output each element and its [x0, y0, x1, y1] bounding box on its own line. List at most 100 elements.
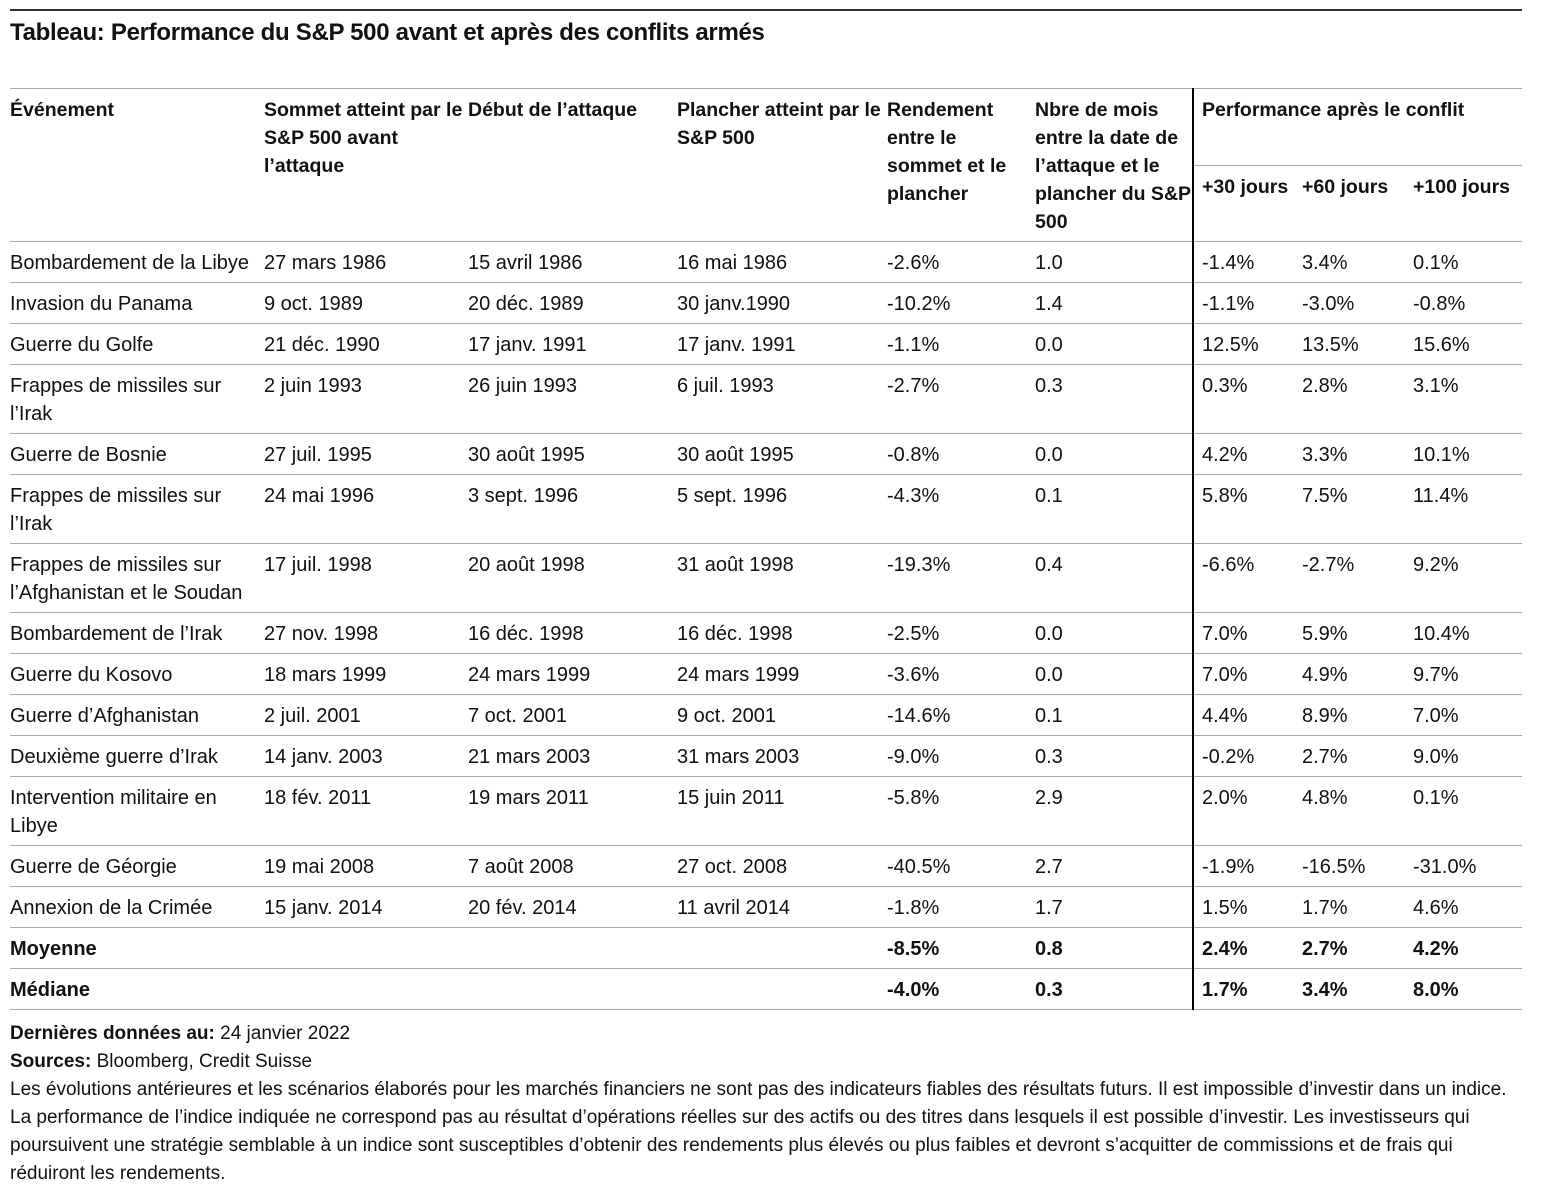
cell: -4.0% — [887, 968, 1035, 1010]
cell: 0.1% — [1413, 776, 1522, 846]
cell: 18 mars 1999 — [264, 653, 468, 695]
date-line: Dernières données au: 24 janvier 2022 — [10, 1020, 1525, 1048]
cell: Guerre de Bosnie — [10, 433, 264, 475]
date-label: Dernières données au: — [10, 1023, 215, 1044]
cell: 11.4% — [1413, 474, 1522, 544]
footer: Dernières données au: 24 janvier 2022 So… — [10, 1020, 1525, 1188]
cell: 2.7 — [1035, 845, 1193, 887]
cell: 0.3% — [1192, 364, 1302, 434]
column-header: Événement — [10, 88, 264, 242]
cell: 15 juin 2011 — [677, 776, 887, 846]
column-header: Début de l’attaque — [468, 88, 677, 242]
cell: 18 fév. 2011 — [264, 776, 468, 846]
cell: 2.0% — [1192, 776, 1302, 846]
table-row: Guerre du Golfe 21 déc. 1990 17 janv. 1991… — [10, 323, 1522, 365]
cell: 9 oct. 1989 — [264, 282, 468, 324]
column-header: Sommet atteint par le S&P 500 avant l’at… — [264, 88, 468, 242]
cell: 2 juin 1993 — [264, 364, 468, 434]
cell: 19 mai 2008 — [264, 845, 468, 887]
cell: -0.8% — [887, 433, 1035, 475]
cell: 17 juil. 1998 — [264, 543, 468, 613]
cell: 4.4% — [1192, 694, 1302, 736]
cell: 11 avril 2014 — [677, 886, 887, 928]
cell: 20 déc. 1989 — [468, 282, 677, 324]
cell: 10.1% — [1413, 433, 1522, 475]
table: Événement Sommet atteint par le S&P 500 a… — [10, 88, 1522, 1010]
cell: -0.8% — [1413, 282, 1522, 324]
cell: 4.6% — [1413, 886, 1522, 928]
cell: 7.0% — [1192, 653, 1302, 695]
cell: 5.9% — [1302, 612, 1413, 654]
cell: 10.4% — [1413, 612, 1522, 654]
cell: 7.5% — [1302, 474, 1413, 544]
table-row: Frappes de missiles sur l’Irak 24 mai 199… — [10, 474, 1522, 544]
cell: 4.8% — [1302, 776, 1413, 846]
column-header: Plancher atteint par le S&P 500 — [677, 88, 887, 242]
table-row: Invasion du Panama 9 oct. 1989 20 déc. 198… — [10, 282, 1522, 324]
sources-line: Sources: Bloomberg, Credit Suisse — [10, 1048, 1525, 1076]
cell: 8.9% — [1302, 694, 1413, 736]
cell: -8.5% — [887, 927, 1035, 969]
cell: 27 nov. 1998 — [264, 612, 468, 654]
cell: 0.0 — [1035, 653, 1193, 695]
cell: 2 juil. 2001 — [264, 694, 468, 736]
cell: -6.6% — [1192, 543, 1302, 613]
cell: 30 août 1995 — [677, 433, 887, 475]
group-header: Performance après le conflit — [1192, 88, 1522, 166]
cell: -2.7% — [887, 364, 1035, 434]
cell: 17 janv. 1991 — [677, 323, 887, 365]
cell: 8.0% — [1413, 968, 1522, 1010]
cell: -2.6% — [887, 241, 1035, 283]
table-header: Événement Sommet atteint par le S&P 500 a… — [10, 88, 1522, 242]
cell: 9.7% — [1413, 653, 1522, 695]
empty-cell — [264, 968, 468, 1010]
table-row: Frappes de missiles sur l’Irak 2 juin 199… — [10, 364, 1522, 434]
table-row: Annexion de la Crimée 15 janv. 2014 20 fév… — [10, 886, 1522, 928]
cell: 1.4 — [1035, 282, 1193, 324]
empty-cell — [468, 927, 677, 969]
cell: 4.2% — [1192, 433, 1302, 475]
cell: 9.2% — [1413, 543, 1522, 613]
cell: 26 juin 1993 — [468, 364, 677, 434]
cell: 14 janv. 2003 — [264, 735, 468, 777]
cell: 0.0 — [1035, 612, 1193, 654]
cell: 2.7% — [1302, 927, 1413, 969]
cell: 21 déc. 1990 — [264, 323, 468, 365]
cell: -1.1% — [1192, 282, 1302, 324]
cell: -2.5% — [887, 612, 1035, 654]
cell: -1.1% — [887, 323, 1035, 365]
cell: -3.0% — [1302, 282, 1413, 324]
table-body: Bombardement de la Libye 27 mars 1986 15 a… — [10, 241, 1522, 1010]
cell: 7.0% — [1413, 694, 1522, 736]
cell: 2.9 — [1035, 776, 1193, 846]
cell: 27 mars 1986 — [264, 241, 468, 283]
cell: Frappes de missiles sur l’Irak — [10, 364, 264, 434]
table-row: Guerre de Bosnie 27 juil. 1995 30 août 199… — [10, 433, 1522, 475]
column-header: +100 jours — [1413, 175, 1511, 198]
cell: -3.6% — [887, 653, 1035, 695]
cell: 2.7% — [1302, 735, 1413, 777]
cell: Frappes de missiles sur l’Irak — [10, 474, 264, 544]
cell: Intervention militaire en Libye — [10, 776, 264, 846]
cell: -1.4% — [1192, 241, 1302, 283]
column-header: +30 jours — [1192, 165, 1302, 242]
empty-cell — [677, 927, 887, 969]
cell: 9 oct. 2001 — [677, 694, 887, 736]
cell: 24 mai 1996 — [264, 474, 468, 544]
cell: Guerre d’Afghanistan — [10, 694, 264, 736]
cell: -16.5% — [1302, 845, 1413, 887]
cell: 0.1 — [1035, 694, 1193, 736]
cell: 16 mai 1986 — [677, 241, 887, 283]
title: Tableau: Performance du S&P 500 avant et… — [10, 19, 765, 46]
cell: 20 fév. 2014 — [468, 886, 677, 928]
cell: 19 mars 2011 — [468, 776, 677, 846]
cell: 21 mars 2003 — [468, 735, 677, 777]
header-row: +30 jours +60 jours +100 jours — [10, 165, 1522, 242]
cell: -4.3% — [887, 474, 1035, 544]
cell: Bombardement de la Libye — [10, 241, 264, 283]
cell: 1.7 — [1035, 886, 1193, 928]
cell: -1.8% — [887, 886, 1035, 928]
cell: 2.8% — [1302, 364, 1413, 434]
cell: 7 oct. 2001 — [468, 694, 677, 736]
